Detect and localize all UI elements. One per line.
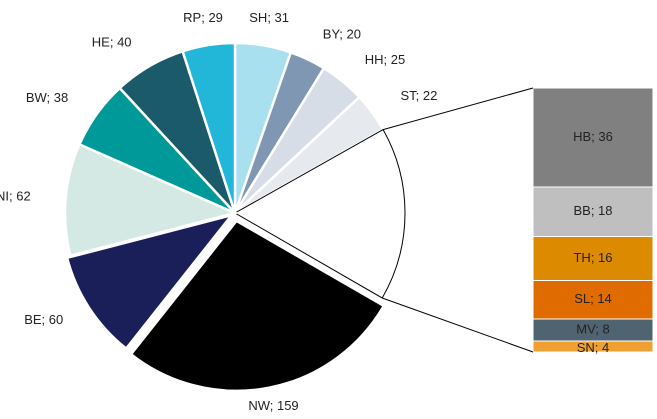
bar-label: HB; 36 [573,129,613,144]
connector-line [382,297,534,353]
other-slice [233,128,406,299]
pie-slice [129,219,386,393]
bar-segment [532,186,654,237]
bar-segment [532,236,654,281]
slice-label: NI; 62 [0,189,31,204]
slice-label: RP; 29 [183,10,223,25]
slice-label: HE; 40 [92,34,132,49]
bar-segment [532,340,654,353]
bar-label: BB; 18 [573,203,612,218]
slice-label: BE; 60 [24,312,63,327]
slice-label: HH; 25 [365,52,405,67]
slice-label: BY; 20 [323,26,361,41]
connector-line [382,87,534,131]
pie-slice [63,142,239,258]
bar-label: SL; 14 [574,291,612,306]
slice-label: ST; 22 [400,88,437,103]
pie-slice [65,213,235,351]
bar-segment [532,280,654,320]
slice-label: BW; 38 [26,90,68,105]
bar-label: MV; 8 [576,321,609,336]
slice-label: SH; 31 [249,10,289,25]
bar-label: TH; 16 [573,250,612,265]
slice-label: NW; 159 [248,398,298,413]
bar-segment [532,87,654,188]
bar-label: SN; 4 [577,340,610,355]
pie-slice [181,41,237,214]
